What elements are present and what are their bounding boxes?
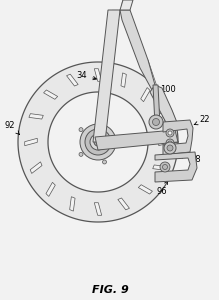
Polygon shape: [163, 120, 193, 155]
Circle shape: [166, 129, 174, 137]
Circle shape: [117, 140, 121, 144]
Polygon shape: [70, 197, 75, 211]
Polygon shape: [94, 69, 102, 81]
Polygon shape: [150, 85, 178, 130]
Circle shape: [168, 131, 172, 135]
Polygon shape: [141, 88, 150, 102]
Polygon shape: [94, 203, 102, 215]
Circle shape: [102, 160, 106, 164]
Circle shape: [79, 128, 83, 132]
Circle shape: [166, 139, 174, 147]
Polygon shape: [25, 138, 37, 146]
Polygon shape: [95, 130, 178, 150]
Polygon shape: [153, 165, 167, 170]
Polygon shape: [159, 138, 171, 146]
Polygon shape: [118, 198, 129, 210]
Circle shape: [164, 142, 176, 154]
Text: 34: 34: [77, 70, 96, 80]
Circle shape: [162, 164, 168, 169]
Circle shape: [90, 134, 106, 150]
Polygon shape: [121, 73, 126, 87]
Polygon shape: [18, 62, 178, 222]
Circle shape: [102, 120, 106, 124]
Polygon shape: [29, 114, 43, 119]
Polygon shape: [120, 10, 155, 90]
Text: FIG. 9: FIG. 9: [92, 285, 128, 295]
Circle shape: [80, 124, 116, 160]
Circle shape: [85, 129, 111, 155]
Circle shape: [168, 141, 172, 145]
Polygon shape: [44, 90, 58, 99]
Polygon shape: [46, 182, 55, 197]
Polygon shape: [155, 152, 197, 182]
Circle shape: [160, 162, 170, 172]
Text: 100: 100: [158, 85, 176, 99]
Circle shape: [152, 118, 159, 125]
Polygon shape: [93, 10, 120, 142]
Circle shape: [79, 152, 83, 156]
Text: 98: 98: [180, 155, 201, 164]
Text: 20: 20: [110, 11, 126, 25]
Polygon shape: [120, 0, 133, 10]
Polygon shape: [30, 162, 42, 173]
Polygon shape: [153, 85, 160, 125]
Circle shape: [167, 145, 173, 151]
Polygon shape: [138, 185, 152, 194]
Text: 22: 22: [194, 116, 210, 125]
Text: 92: 92: [5, 121, 19, 134]
Circle shape: [94, 138, 102, 146]
Polygon shape: [154, 111, 166, 122]
Circle shape: [149, 115, 163, 129]
Polygon shape: [67, 74, 78, 86]
Text: 96: 96: [157, 181, 168, 197]
